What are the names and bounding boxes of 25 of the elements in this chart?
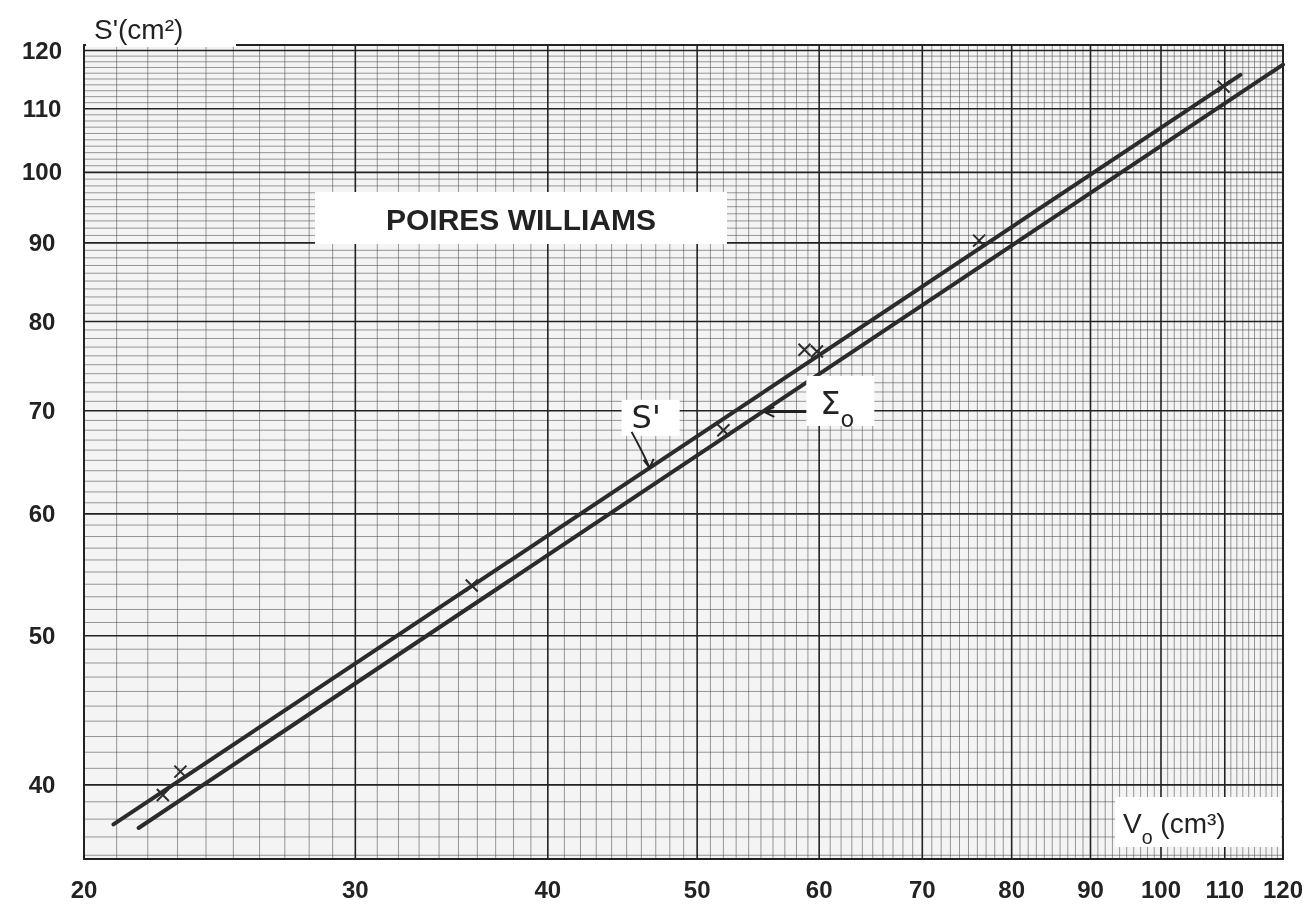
x-tick-label: 70 (908, 876, 936, 903)
x-tick-label: 40 (534, 876, 562, 903)
y-tick-label: 70 (28, 396, 56, 424)
y-tick-label: 80 (28, 307, 56, 335)
x-tick-label: 60 (805, 876, 833, 903)
legend-label: Σ$_{o}$ (820, 383, 855, 432)
y-tick-label: 110 (22, 94, 62, 122)
x-tick-label: 100 (1140, 876, 1182, 903)
x-tick-label: 110 (1205, 876, 1245, 903)
x-tick-label: 30 (341, 876, 369, 903)
x-axis-title: V$_{o}$ (cm³) (1123, 808, 1226, 848)
y-tick-label: 100 (21, 158, 63, 186)
y-tick-label: 60 (28, 499, 56, 527)
x-tick-label: 80 (998, 876, 1026, 903)
y-tick-label: 40 (28, 770, 56, 798)
y-tick-label: 120 (21, 36, 63, 64)
y-tick-label: 90 (28, 228, 56, 256)
x-tick-label: 20 (70, 876, 98, 903)
x-tick-label: 90 (1077, 876, 1104, 903)
y-tick-label: 50 (28, 621, 56, 649)
y-axis-title: S'(cm²) (94, 14, 184, 45)
x-tick-label: 120 (1262, 876, 1304, 903)
series-label: S' (631, 397, 661, 436)
text: POIRES WILLIAMS (386, 203, 656, 236)
x-tick-label: 50 (683, 876, 711, 903)
